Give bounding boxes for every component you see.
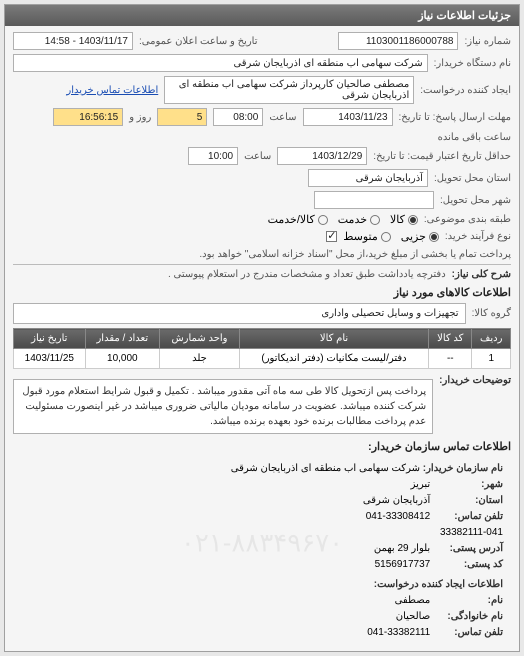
col-code: کد کالا: [429, 329, 472, 349]
answer-deadline-label: مهلت ارسال پاسخ: تا تاریخ:: [399, 112, 511, 123]
radio-service-label: خدمت: [338, 213, 367, 226]
buyer-desc-label: توضیحات خریدار:: [439, 375, 511, 386]
radio-goods-service-label: کالا/خدمت: [268, 213, 315, 226]
need-number-value: 1103001186000788: [338, 32, 458, 50]
goods-group-value: تجهیزات و وسایل تحصیلی واداری: [13, 303, 466, 324]
contact-title: اطلاعات تماس سازمان خریدار:: [13, 440, 511, 453]
cell-row: 1: [472, 349, 511, 369]
phone-value: 041-33308412: [366, 511, 431, 522]
post-code-label: کد پستی:: [433, 557, 503, 573]
days-left-value: 5: [157, 108, 207, 126]
province-value: آذربایجان شرقی: [308, 169, 428, 187]
contact-section: اطلاعات تماس سازمان خریدار: نام سازمان خ…: [13, 440, 511, 645]
col-date: تاریخ نیاز: [14, 329, 86, 349]
radio-partial[interactable]: جزیی: [401, 230, 439, 243]
goods-table: ردیف کد کالا نام کالا واحد شمارش تعداد /…: [13, 328, 511, 369]
post-code-value: 5156917737: [375, 559, 431, 570]
time-left-value: 16:56:15: [53, 108, 123, 126]
contact-block: نام سازمان خریدار: شرکت سهامی اب منطقه ا…: [13, 457, 511, 645]
post-addr-label: آدرس پستی:: [433, 541, 503, 557]
phone-label: تلفن تماس:: [433, 509, 503, 525]
city2-label: شهر:: [433, 477, 503, 493]
remain-label: ساعت باقی مانده: [438, 132, 511, 143]
price-date-value: 1403/12/29: [277, 147, 367, 165]
form-area: شماره نیاز: 1103001186000788 تاریخ و ساع…: [5, 26, 519, 651]
panel-title: جزئیات اطلاعات نیاز: [5, 5, 519, 26]
cell-qty: 10,000: [85, 349, 159, 369]
need-key-value: دفترچه یادداشت طبق تعداد و مشخصات مندرج …: [13, 269, 446, 280]
announce-value: 1403/11/17 - 14:58: [13, 32, 133, 50]
col-name: نام کالا: [239, 329, 428, 349]
price-time-value: 10:00: [188, 147, 238, 165]
radio-medium[interactable]: متوسط: [343, 230, 391, 243]
cell-unit: جلد: [160, 349, 240, 369]
category-label: طبقه بندی موضوعی:: [424, 214, 511, 225]
phone2-value: 041-33382111: [367, 627, 430, 638]
col-unit: واحد شمارش: [160, 329, 240, 349]
radio-dot-icon: [408, 215, 418, 225]
city-label: شهر محل تحویل:: [440, 195, 511, 206]
radio-goods-label: کالا: [390, 213, 405, 226]
table-row[interactable]: 1 -- دفتر/لیست مکانیات (دفتر اندیکاتور) …: [14, 349, 511, 369]
city-value: [314, 191, 434, 209]
need-number-label: شماره نیاز:: [464, 36, 511, 47]
buy-process-group: جزیی متوسط: [343, 230, 439, 243]
radio-dot-icon: [318, 215, 328, 225]
col-qty: تعداد / مقدار: [85, 329, 159, 349]
province2-label: استان:: [433, 493, 503, 509]
cell-name: دفتر/لیست مکانیات (دفتر اندیکاتور): [239, 349, 428, 369]
province-label: استان محل تحویل:: [434, 173, 511, 184]
need-key-label: شرح کلی نیاز:: [452, 269, 511, 280]
phone2-label: تلفن تماس:: [433, 625, 503, 641]
payment-note: پرداخت تمام یا بخشی از مبلغ خرید،از محل …: [13, 249, 511, 260]
radio-dot-icon: [429, 232, 439, 242]
city2-value: تبریز: [411, 479, 431, 490]
org-name-value: شرکت سهامی اب منطقه ای اذربایجان شرقی: [231, 463, 420, 474]
category-radio-group: کالا خدمت کالا/خدمت: [268, 213, 418, 226]
cell-date: 1403/11/25: [14, 349, 86, 369]
price-validity-label: حداقل تاریخ اعتبار قیمت: تا تاریخ:: [373, 151, 511, 162]
buyer-org-value: شرکت سهامی اب منطقه ای اذربایجان شرقی: [13, 54, 428, 72]
requester-label: ایجاد کننده درخواست:: [420, 85, 511, 96]
separator: [13, 264, 511, 265]
time-label-2: ساعت: [244, 151, 271, 162]
goods-group-label: گروه کالا:: [472, 308, 511, 319]
cell-code: --: [429, 349, 472, 369]
details-panel: جزئیات اطلاعات نیاز شماره نیاز: 11030011…: [4, 4, 520, 652]
lname-value: صالحیان: [396, 611, 430, 622]
announce-label: تاریخ و ساعت اعلان عمومی:: [139, 36, 258, 47]
table-header-row: ردیف کد کالا نام کالا واحد شمارش تعداد /…: [14, 329, 511, 349]
goods-info-title: اطلاعات کالاهای مورد نیاز: [13, 286, 511, 299]
fname-label: نام:: [433, 593, 503, 609]
col-row: ردیف: [472, 329, 511, 349]
buy-process-label: نوع فرآیند خرید:: [445, 231, 511, 242]
buyer-desc-value: پرداخت پس ازتحویل کالا طی سه ماه آتی مقد…: [13, 379, 433, 434]
requester-info-label: اطلاعات ایجاد کننده درخواست:: [374, 577, 503, 593]
org-name-label: نام سازمان خریدار:: [423, 461, 503, 477]
post-addr-value: بلوار 29 بهمن: [374, 543, 430, 554]
phone-extra: 33382111-041: [440, 527, 503, 538]
radio-goods-service[interactable]: کالا/خدمت: [268, 213, 328, 226]
radio-partial-label: جزیی: [401, 230, 426, 243]
radio-medium-label: متوسط: [343, 230, 378, 243]
radio-dot-icon: [381, 232, 391, 242]
radio-dot-icon: [370, 215, 380, 225]
radio-goods[interactable]: کالا: [390, 213, 418, 226]
buyer-org-label: نام دستگاه خریدار:: [434, 58, 511, 69]
day-and-label: روز و: [129, 112, 151, 123]
lname-label: نام خانوادگی:: [433, 609, 503, 625]
contact-link[interactable]: اطلاعات تماس خریدار: [66, 85, 158, 96]
fname-value: مصطفی: [395, 595, 431, 606]
answer-date-value: 1403/11/23: [303, 108, 393, 126]
time-label-1: ساعت: [269, 112, 296, 123]
province2-value: آذربایجان شرقی: [363, 495, 430, 506]
answer-time-value: 08:00: [213, 108, 263, 126]
requester-value: مصطفی صالحیان کارپرداز شرکت سهامی اب منط…: [164, 76, 414, 104]
radio-service[interactable]: خدمت: [338, 213, 380, 226]
payment-checkbox[interactable]: [326, 231, 337, 242]
